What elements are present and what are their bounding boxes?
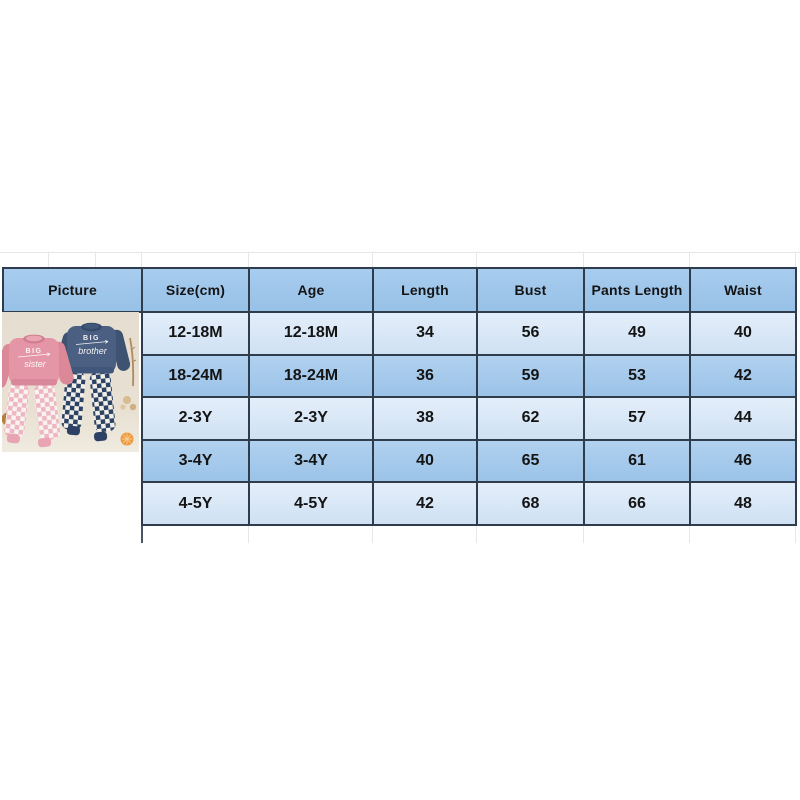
gridline <box>476 252 477 267</box>
product-photo: BIG brother <box>2 312 139 452</box>
cell-size: 3-4Y <box>141 438 250 484</box>
cell-size: 18-24M <box>141 353 250 399</box>
header-cell-bust: Bust <box>476 267 585 313</box>
pink-print-line1: BIG <box>26 348 43 355</box>
cell-length: 38 <box>372 396 478 441</box>
cell-age: 3-4Y <box>248 438 374 484</box>
twig-prop <box>129 337 137 387</box>
cell-length: 36 <box>372 353 478 399</box>
gridline <box>476 526 477 543</box>
cell-age: 4-5Y <box>248 481 374 526</box>
header-cell-pants_length: Pants Length <box>583 267 691 313</box>
header-cell-age: Age <box>248 267 374 313</box>
pink-print-line2: sister <box>24 359 47 369</box>
orange-slice-prop <box>120 432 134 446</box>
cell-pants_length: 49 <box>583 311 691 356</box>
gridline <box>95 252 96 267</box>
cell-bust: 68 <box>476 481 585 526</box>
cell-pants_length: 61 <box>583 438 691 484</box>
dried-flower-prop <box>120 396 137 411</box>
header-cell-size: Size(cm) <box>141 267 250 313</box>
cell-age: 12-18M <box>248 311 374 356</box>
cell-pants_length: 53 <box>583 353 691 399</box>
cell-length: 34 <box>372 311 478 356</box>
cell-bust: 56 <box>476 311 585 356</box>
gridline <box>583 252 584 267</box>
navy-pants <box>61 371 116 442</box>
gridline <box>689 252 690 267</box>
header-cell-picture: Picture <box>2 267 143 313</box>
gridline <box>372 526 373 543</box>
cell-pants_length: 66 <box>583 481 691 526</box>
cell-waist: 44 <box>689 396 797 441</box>
pink-outfit: BIG sister <box>2 334 74 448</box>
cell-bust: 62 <box>476 396 585 441</box>
pink-sweatshirt: BIG sister <box>2 334 74 389</box>
gridline <box>583 526 584 543</box>
gridline <box>141 252 142 267</box>
cell-waist: 46 <box>689 438 797 484</box>
cell-waist: 48 <box>689 481 797 526</box>
cell-waist: 42 <box>689 353 797 399</box>
gridline <box>689 526 690 543</box>
gridline <box>48 252 49 267</box>
header-cell-waist: Waist <box>689 267 797 313</box>
cell-pants_length: 57 <box>583 396 691 441</box>
cell-waist: 40 <box>689 311 797 356</box>
gridline <box>795 526 796 543</box>
gridline <box>0 252 800 253</box>
gridline <box>141 526 143 543</box>
product-photo-graphic: BIG brother <box>2 312 139 452</box>
cell-length: 42 <box>372 481 478 526</box>
cell-bust: 59 <box>476 353 585 399</box>
gridline <box>248 252 249 267</box>
navy-print-line1: BIG <box>83 335 100 342</box>
navy-print-line2: brother <box>78 346 108 356</box>
cell-length: 40 <box>372 438 478 484</box>
cell-size: 4-5Y <box>141 481 250 526</box>
gridline <box>248 526 249 543</box>
gridline <box>372 252 373 267</box>
cell-bust: 65 <box>476 438 585 484</box>
cell-age: 18-24M <box>248 353 374 399</box>
pink-pants <box>4 383 60 448</box>
cell-age: 2-3Y <box>248 396 374 441</box>
gridline <box>795 252 796 267</box>
cell-size: 2-3Y <box>141 396 250 441</box>
cell-size: 12-18M <box>141 311 250 356</box>
header-cell-length: Length <box>372 267 478 313</box>
